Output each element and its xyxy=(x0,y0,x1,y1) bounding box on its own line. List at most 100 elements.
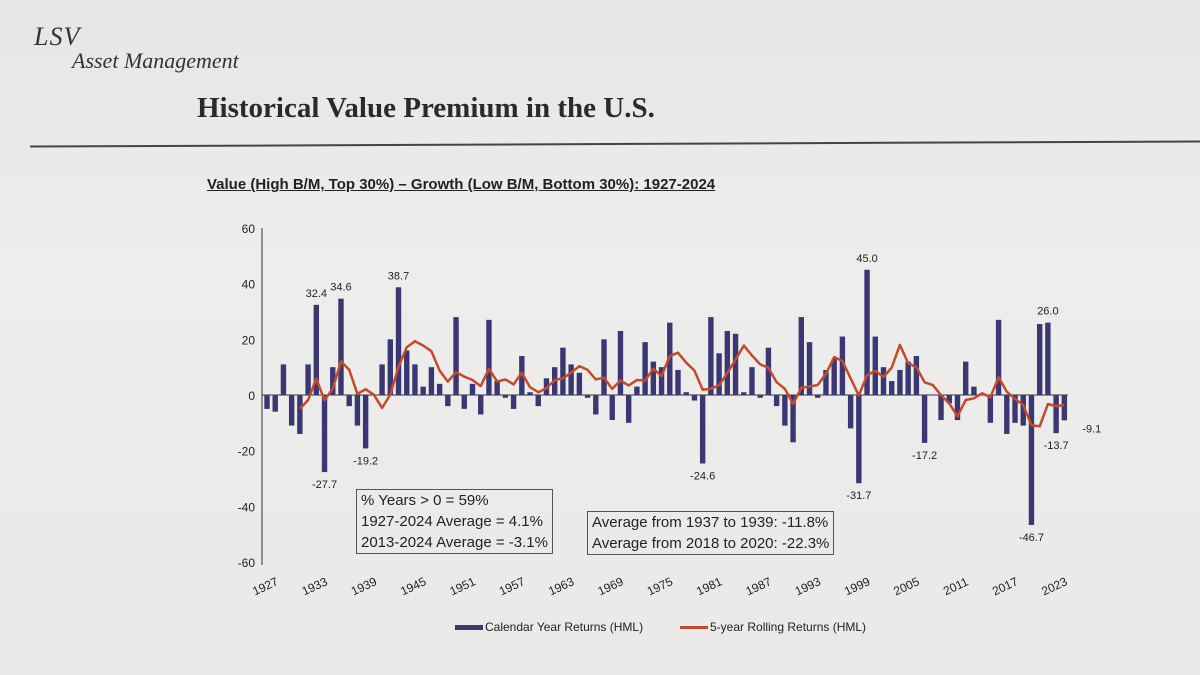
data-label: -19.2 xyxy=(353,455,378,467)
x-tick-label: 1933 xyxy=(300,574,330,598)
bar xyxy=(527,392,533,395)
data-label: -46.7 xyxy=(1019,532,1044,544)
bar xyxy=(864,269,870,395)
legend-bars: Calendar Year Returns (HML) xyxy=(455,620,643,634)
bar xyxy=(839,336,846,395)
bar xyxy=(683,392,689,395)
bar xyxy=(412,364,418,395)
bar xyxy=(1061,395,1068,421)
y-tick-label: 20 xyxy=(242,333,256,347)
bar xyxy=(330,367,336,395)
bar xyxy=(264,395,270,409)
bar xyxy=(288,395,295,426)
y-tick-label: 60 xyxy=(242,222,256,236)
data-label: -17.2 xyxy=(912,450,937,462)
bar xyxy=(798,317,804,395)
data-label: 38.7 xyxy=(388,270,409,282)
bar xyxy=(272,395,278,412)
chart-title: Value (High B/M, Top 30%) – Growth (Low … xyxy=(207,176,716,193)
stat-1937-1939: Average from 1937 to 1939: -11.8% xyxy=(592,514,829,531)
bar xyxy=(519,356,525,395)
bar xyxy=(617,330,624,395)
x-tick-label: 1951 xyxy=(448,574,478,598)
bar xyxy=(732,333,739,395)
bar xyxy=(741,392,747,395)
x-tick-label: 1945 xyxy=(398,574,428,598)
bar xyxy=(987,395,994,423)
bar xyxy=(535,395,541,407)
bar xyxy=(404,350,410,395)
legend-bar-label: Calendar Year Returns (HML) xyxy=(485,620,644,634)
bar xyxy=(321,395,328,473)
bar xyxy=(428,367,435,395)
x-tick-label: 2017 xyxy=(990,574,1020,598)
bar xyxy=(584,395,591,398)
bar xyxy=(1036,324,1043,395)
legend-bar-swatch xyxy=(455,624,483,630)
bar xyxy=(897,369,903,395)
bar xyxy=(502,395,509,398)
y-tick-label: 40 xyxy=(242,278,256,292)
bar xyxy=(831,358,837,395)
legend-line-swatch xyxy=(680,625,708,629)
rolling-returns-line xyxy=(298,339,1065,428)
bar xyxy=(453,317,459,395)
stat-2018-2020: Average from 2018 to 2020: -22.3% xyxy=(592,535,830,552)
bar xyxy=(806,342,813,395)
data-label: -31.7 xyxy=(846,490,871,502)
logo: LSV Asset Management xyxy=(34,22,239,73)
bar xyxy=(642,342,648,395)
bar xyxy=(362,395,369,449)
bar xyxy=(938,395,944,421)
bar xyxy=(946,395,952,404)
bar xyxy=(765,347,772,395)
bar xyxy=(650,361,657,395)
data-label: 32.4 xyxy=(306,288,327,300)
bar xyxy=(280,364,287,395)
bar xyxy=(708,317,714,395)
bar xyxy=(757,395,763,398)
bar xyxy=(1004,395,1010,434)
bar xyxy=(568,364,574,395)
bar xyxy=(510,395,517,409)
data-label: -27.7 xyxy=(312,479,337,491)
logo-line1: LSV xyxy=(34,22,81,51)
bar xyxy=(921,395,928,443)
bar xyxy=(593,395,599,415)
x-tick-label: 1975 xyxy=(645,574,675,598)
bar xyxy=(658,367,665,395)
bar xyxy=(691,395,698,401)
x-tick-label: 1927 xyxy=(250,574,280,598)
x-tick-label: 2023 xyxy=(1039,574,1069,598)
data-label: 26.0 xyxy=(1037,306,1058,318)
data-label: -9.1 xyxy=(1082,423,1101,435)
bar xyxy=(971,386,977,395)
bar xyxy=(724,330,731,395)
bar xyxy=(699,395,706,464)
legend-line-label: 5-year Rolling Returns (HML) xyxy=(710,620,867,634)
x-tick-label: 1963 xyxy=(546,574,576,598)
slide-title: Historical Value Premium in the U.S. xyxy=(197,92,655,124)
stat-recent-average: 2013-2024 Average = -3.1% xyxy=(361,534,548,551)
bar xyxy=(395,287,402,395)
x-tick-label: 2011 xyxy=(941,574,971,598)
x-tick-label: 1993 xyxy=(793,574,823,598)
bar xyxy=(625,395,632,423)
x-tick-label: 1987 xyxy=(743,574,773,598)
bar xyxy=(954,395,961,421)
bar xyxy=(1028,395,1035,525)
bar xyxy=(675,369,681,395)
stat-years-positive: % Years > 0 = 59% xyxy=(361,492,489,509)
bar xyxy=(313,304,320,395)
bar xyxy=(880,367,887,395)
stat-full-average: 1927-2024 Average = 4.1% xyxy=(361,513,543,530)
bar xyxy=(1053,395,1059,434)
bar xyxy=(445,395,451,407)
bar xyxy=(1012,395,1018,423)
bar xyxy=(1020,395,1026,426)
stats-box-2: Average from 1937 to 1939: -11.8% Averag… xyxy=(587,511,835,555)
bar xyxy=(716,353,722,395)
legend-line: 5-year Rolling Returns (HML) xyxy=(680,620,866,634)
bar xyxy=(478,395,484,415)
